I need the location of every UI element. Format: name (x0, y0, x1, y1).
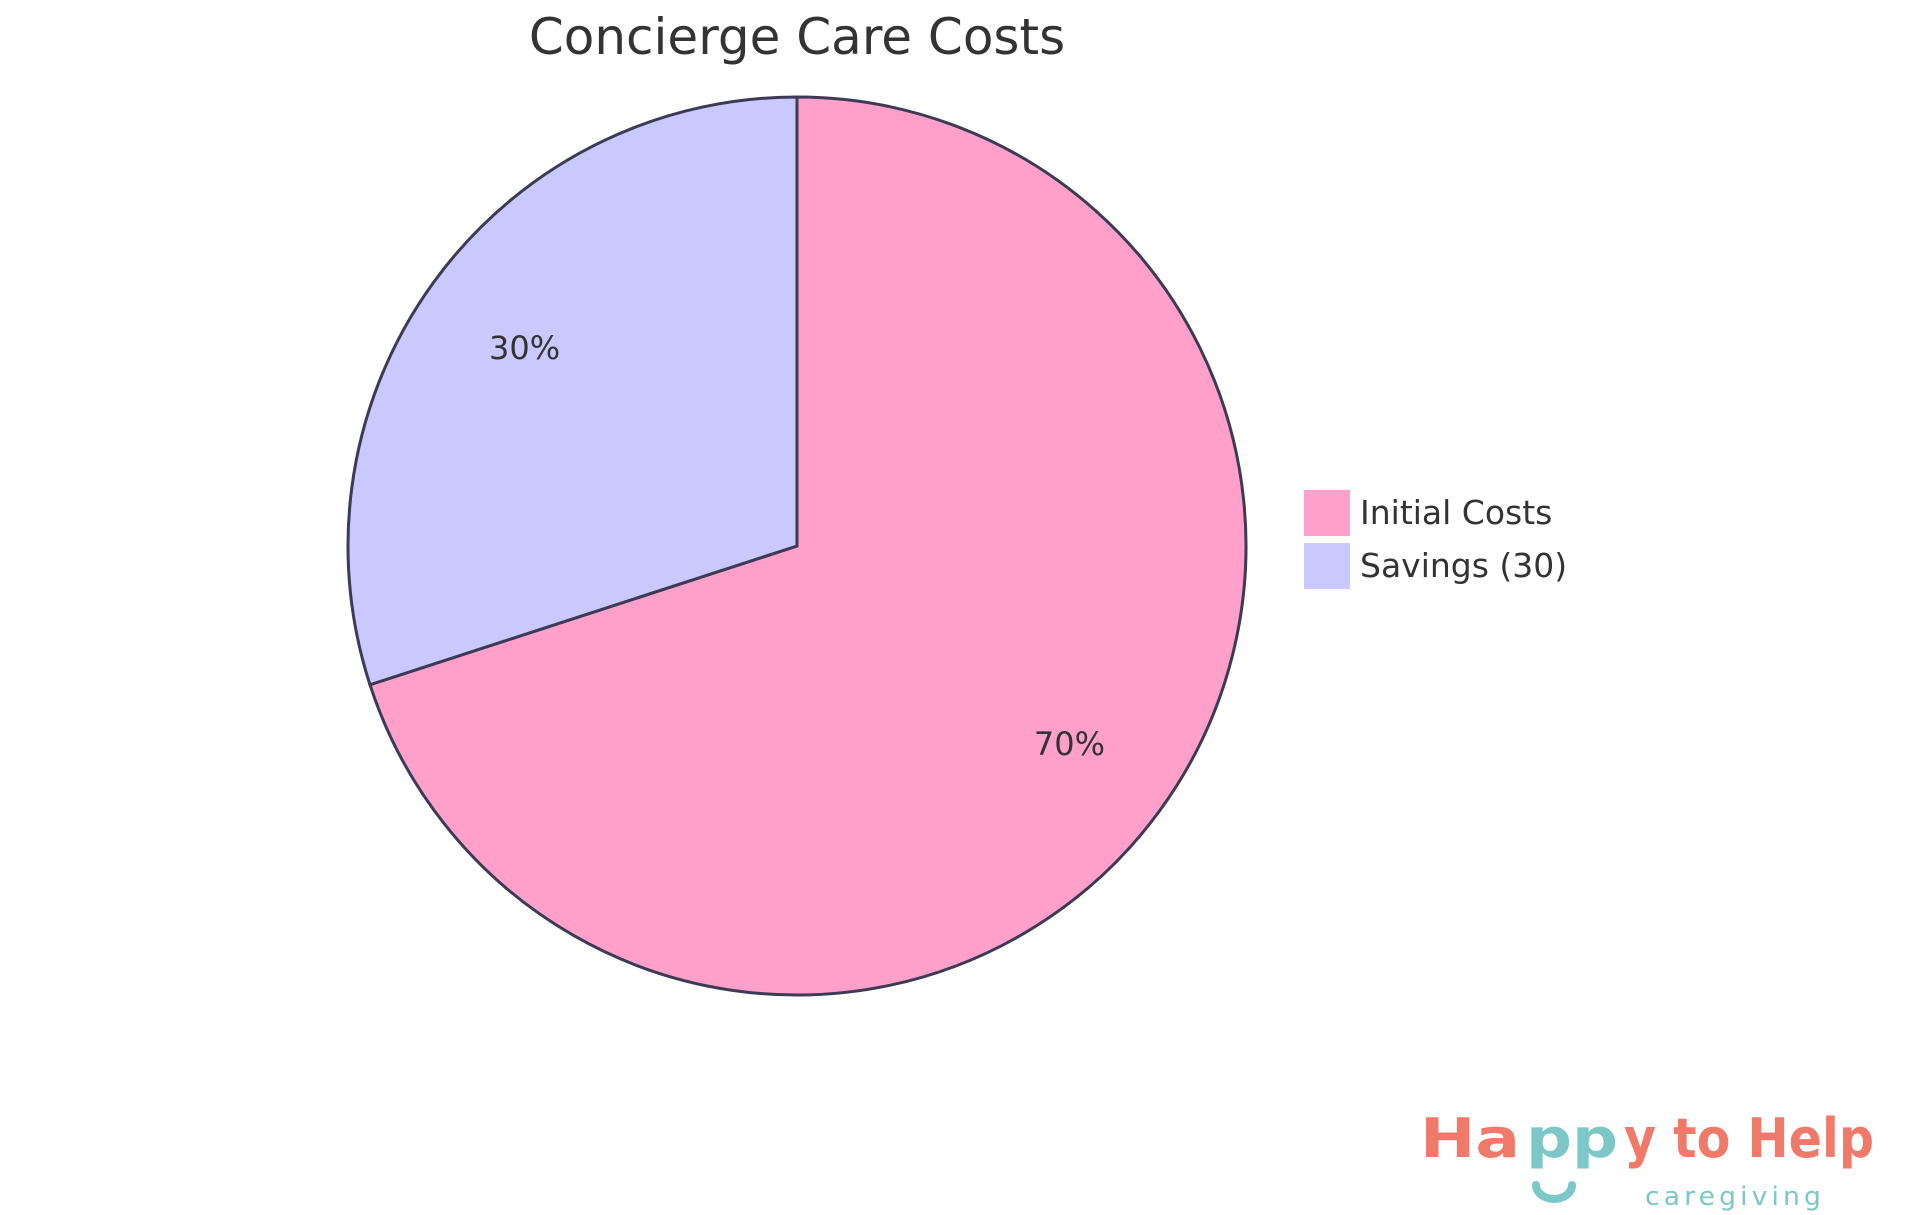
slice-percent-label: 70% (1034, 725, 1105, 763)
legend-swatch (1304, 489, 1350, 536)
legend-item-savings: Savings (30) (1304, 539, 1567, 592)
svg-text:pp: pp (1526, 1107, 1618, 1170)
legend-item-initial-costs: Initial Costs (1304, 486, 1567, 539)
chart-title: Concierge Care Costs (528, 8, 1066, 66)
legend-swatch (1304, 542, 1350, 589)
legend: Initial Costs Savings (30) (1304, 486, 1567, 592)
pie-slice-initial-costs (368, 95, 1248, 997)
svg-text:Ha: Ha (1420, 1107, 1520, 1170)
svg-text:caregiving: caregiving (1645, 1182, 1825, 1212)
happy-to-help-logo: Ha pp y to Help caregiving (1420, 1107, 1874, 1212)
pie-slice-savings-30 (346, 95, 799, 687)
slice-percent-label: 30% (489, 329, 560, 367)
legend-label: Savings (30) (1360, 546, 1568, 585)
legend-label: Initial Costs (1360, 493, 1553, 532)
svg-text:y to Help: y to Help (1624, 1107, 1874, 1170)
